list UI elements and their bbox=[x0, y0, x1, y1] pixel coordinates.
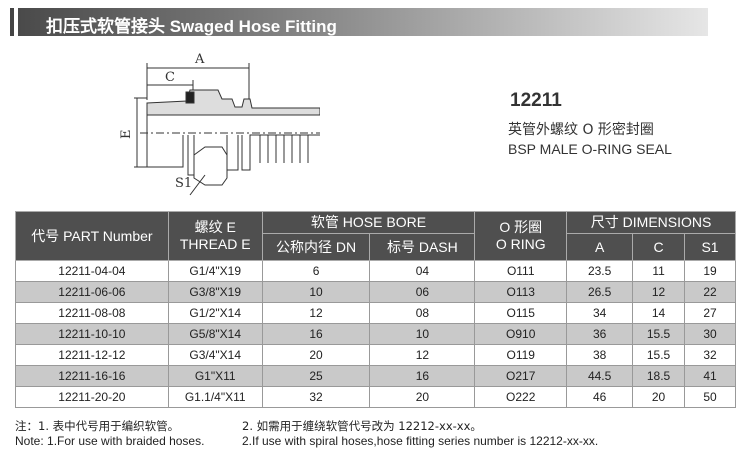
table-cell: 12 bbox=[369, 344, 476, 366]
table-cell: 12211-20-20 bbox=[15, 386, 169, 408]
table-row: 12211-06-06 G3/8"X19 10 06 O113 26.5 12 22 bbox=[15, 281, 736, 303]
table-cell: O119 bbox=[474, 344, 568, 366]
table-cell: 12211-06-06 bbox=[15, 281, 169, 303]
table-cell: 16 bbox=[261, 323, 371, 345]
fitting-drawing: A C E S1 bbox=[119, 52, 320, 196]
table-cell: 10 bbox=[369, 323, 476, 345]
table-cell: G3/8"X19 bbox=[167, 281, 263, 303]
header-dimensions: 尺寸 DIMENSIONS bbox=[566, 211, 736, 234]
table-row: 12211-20-20 G1.1/4"X11 32 20 O222 46 20 50 bbox=[15, 386, 736, 408]
table-cell: 12211-16-16 bbox=[15, 365, 169, 387]
table-cell: 38 bbox=[566, 344, 634, 366]
table-cell: 50 bbox=[684, 386, 736, 408]
table-cell: 32 bbox=[261, 386, 371, 408]
header-accent-bar bbox=[10, 8, 14, 36]
table-cell: G3/4"X14 bbox=[167, 344, 263, 366]
header-dn: 公称内径 DN bbox=[261, 233, 371, 261]
table-row: 12211-04-04 G1/4"X19 6 04 O111 23.5 11 19 bbox=[15, 260, 736, 282]
header-oring-cn: O 形圈 bbox=[499, 219, 543, 235]
header-dash: 标号 DASH bbox=[369, 233, 476, 261]
table-cell: 46 bbox=[566, 386, 634, 408]
table-cell: 41 bbox=[684, 365, 736, 387]
header-banner: 扣压式软管接头 Swaged Hose Fitting bbox=[18, 8, 708, 36]
note-cn-2: 2. 如需用于缠绕软管代号改为 12212-xx-xx。 bbox=[242, 419, 482, 433]
table-cell: 12 bbox=[632, 281, 686, 303]
table-cell: 36 bbox=[566, 323, 634, 345]
header-s1: S1 bbox=[684, 233, 736, 261]
table-row: 12211-08-08 G1/2"X14 12 08 O115 34 14 27 bbox=[15, 302, 736, 324]
table-row: 12211-10-10 G5/8"X14 16 10 O910 36 15.5 30 bbox=[15, 323, 736, 345]
product-name-cn: 英管外螺纹 O 形密封圈 bbox=[508, 122, 654, 138]
table-cell: G1/2"X14 bbox=[167, 302, 263, 324]
header-a: A bbox=[566, 233, 634, 261]
table-cell: O217 bbox=[474, 365, 568, 387]
table-cell: 16 bbox=[369, 365, 476, 387]
table-cell: 04 bbox=[369, 260, 476, 282]
table-cell: 12211-04-04 bbox=[15, 260, 169, 282]
table-cell: 12211-08-08 bbox=[15, 302, 169, 324]
table-cell: 25 bbox=[261, 365, 371, 387]
table-cell: 26.5 bbox=[566, 281, 634, 303]
table-cell: 15.5 bbox=[632, 344, 686, 366]
note-en-1: Note: 1.For use with braided hoses. bbox=[15, 434, 205, 448]
table-cell: 22 bbox=[684, 281, 736, 303]
table-row: 12211-12-12 G3/4"X14 20 12 O119 38 15.5 32 bbox=[15, 344, 736, 366]
table-cell: O222 bbox=[474, 386, 568, 408]
note-cn-1: 注：1. 表中代号用于编织软管。 bbox=[15, 419, 180, 433]
page-title: 扣压式软管接头 Swaged Hose Fitting bbox=[46, 17, 337, 36]
header-part-number: 代号 PART Number bbox=[15, 211, 169, 261]
table-cell: 32 bbox=[684, 344, 736, 366]
dimension-label-s1: S1 bbox=[175, 176, 192, 191]
table-cell: 23.5 bbox=[566, 260, 634, 282]
table-cell: 12211-10-10 bbox=[15, 323, 169, 345]
note-en-2: 2.If use with spiral hoses,hose fitting … bbox=[242, 434, 599, 448]
table-cell: 12211-12-12 bbox=[15, 344, 169, 366]
dimension-label-e: E bbox=[119, 130, 134, 140]
table-cell: 06 bbox=[369, 281, 476, 303]
table-cell: 15.5 bbox=[632, 323, 686, 345]
table-cell: 30 bbox=[684, 323, 736, 345]
table-cell: 20 bbox=[261, 344, 371, 366]
header-thread-en: THREAD E bbox=[179, 236, 251, 252]
table-cell: 20 bbox=[369, 386, 476, 408]
table-cell: 08 bbox=[369, 302, 476, 324]
table-cell: 6 bbox=[261, 260, 371, 282]
table-cell: 34 bbox=[566, 302, 634, 324]
header-oring-en: O RING bbox=[495, 236, 546, 252]
header-o-ring: O 形圈 O RING bbox=[474, 211, 568, 261]
header-hose-bore: 软管 HOSE BORE bbox=[261, 211, 476, 234]
table-cell: O111 bbox=[474, 260, 568, 282]
table-cell: 27 bbox=[684, 302, 736, 324]
table-cell: O910 bbox=[474, 323, 568, 345]
table-cell: 19 bbox=[684, 260, 736, 282]
dimension-label-a: A bbox=[194, 52, 205, 67]
table-cell: G5/8"X14 bbox=[167, 323, 263, 345]
header-thread-cn: 螺纹 E bbox=[194, 219, 236, 235]
table-cell: 10 bbox=[261, 281, 371, 303]
table-cell: 11 bbox=[632, 260, 686, 282]
product-model: 12211 bbox=[510, 90, 562, 111]
product-name-en: BSP MALE O-RING SEAL bbox=[508, 141, 672, 157]
table-cell: O113 bbox=[474, 281, 568, 303]
table-cell: 18.5 bbox=[632, 365, 686, 387]
table-cell: 12 bbox=[261, 302, 371, 324]
table-cell: G1"X11 bbox=[167, 365, 263, 387]
table-cell: 44.5 bbox=[566, 365, 634, 387]
dimension-label-c: C bbox=[165, 70, 175, 85]
table-cell: G1/4"X19 bbox=[167, 260, 263, 282]
table-cell: 14 bbox=[632, 302, 686, 324]
header-thread: 螺纹 E THREAD E bbox=[167, 211, 263, 261]
table-row: 12211-16-16 G1"X11 25 16 O217 44.5 18.5 41 bbox=[15, 365, 736, 387]
table-cell: O115 bbox=[474, 302, 568, 324]
table-cell: 20 bbox=[632, 386, 686, 408]
specification-table: 代号 PART Number 螺纹 E THREAD E 软管 HOSE BORE… bbox=[15, 211, 736, 408]
header-c: C bbox=[632, 233, 686, 261]
table-cell: G1.1/4"X11 bbox=[167, 386, 263, 408]
